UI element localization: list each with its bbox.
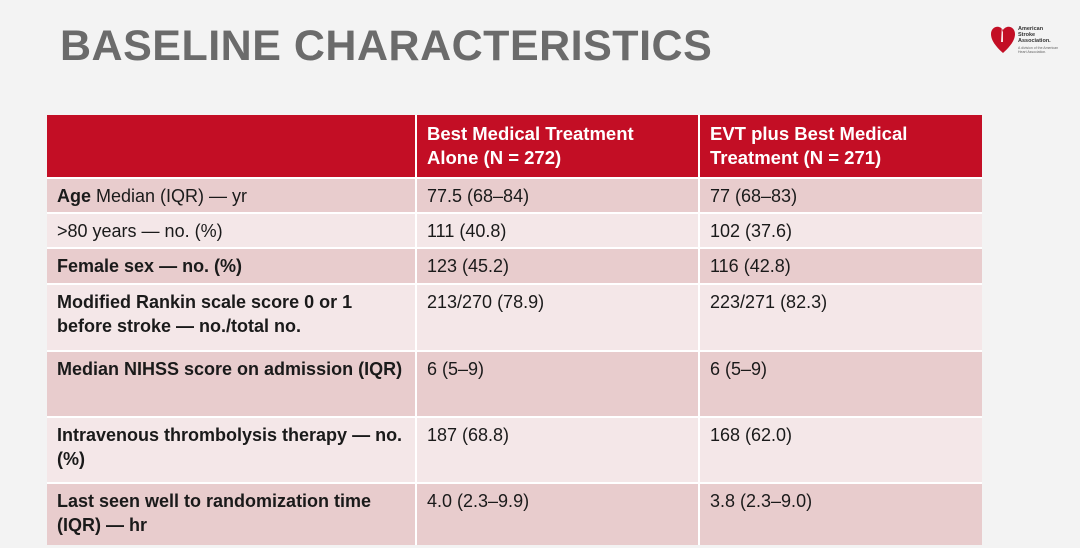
cell-evt-plus: 3.8 (2.3–9.0) bbox=[699, 482, 982, 545]
row-label: Female sex — no. (%) bbox=[47, 247, 417, 284]
row-label: Median NIHSS score on admission (IQR) bbox=[47, 350, 417, 417]
cell-best-medical: 111 (40.8) bbox=[416, 212, 700, 248]
cell-evt-plus: 77 (68–83) bbox=[699, 177, 982, 213]
table-row: >80 years — no. (%) 111 (40.8) 102 (37.6… bbox=[47, 212, 982, 248]
table-row: Age Median (IQR) — yr 77.5 (68–84) 77 (6… bbox=[47, 177, 982, 213]
cell-best-medical: 123 (45.2) bbox=[416, 247, 700, 284]
cell-evt-plus: 102 (37.6) bbox=[699, 212, 982, 248]
baseline-characteristics-table: Best Medical Treatment Alone (N = 272) E… bbox=[47, 115, 982, 545]
cell-evt-plus: 223/271 (82.3) bbox=[699, 283, 982, 351]
row-label: Modified Rankin scale score 0 or 1 befor… bbox=[47, 283, 417, 351]
row-label: Age Median (IQR) — yr bbox=[47, 177, 417, 213]
cell-best-medical: 187 (68.8) bbox=[416, 416, 700, 483]
logo-wordmark: American Stroke Association. bbox=[1018, 26, 1051, 44]
row-label: >80 years — no. (%) bbox=[47, 212, 417, 248]
cell-best-medical: 77.5 (68–84) bbox=[416, 177, 700, 213]
table-row: Median NIHSS score on admission (IQR) 6 … bbox=[47, 350, 982, 417]
slide-title: BASELINE CHARACTERISTICS bbox=[60, 22, 713, 70]
logo-subtitle: A division of the American Heart Associa… bbox=[1018, 46, 1059, 54]
table-row: Last seen well to randomization time (IQ… bbox=[47, 482, 982, 545]
header-evt-plus-best-medical: EVT plus Best Medical Treatment (N = 271… bbox=[699, 115, 982, 178]
cell-evt-plus: 116 (42.8) bbox=[699, 247, 982, 284]
american-stroke-association-logo: American Stroke Association. A division … bbox=[990, 22, 1060, 58]
heart-torch-icon bbox=[991, 24, 1015, 53]
table-row: Female sex — no. (%) 123 (45.2) 116 (42.… bbox=[47, 247, 982, 284]
table-header-row: Best Medical Treatment Alone (N = 272) E… bbox=[47, 115, 982, 178]
cell-best-medical: 4.0 (2.3–9.9) bbox=[416, 482, 700, 545]
row-label: Last seen well to randomization time (IQ… bbox=[47, 482, 417, 545]
row-label: Intravenous thrombolysis therapy — no. (… bbox=[47, 416, 417, 483]
cell-best-medical: 6 (5–9) bbox=[416, 350, 700, 417]
table-row: Modified Rankin scale score 0 or 1 befor… bbox=[47, 283, 982, 351]
cell-evt-plus: 6 (5–9) bbox=[699, 350, 982, 417]
header-best-medical-treatment: Best Medical Treatment Alone (N = 272) bbox=[416, 115, 700, 178]
table-row: Intravenous thrombolysis therapy — no. (… bbox=[47, 416, 982, 483]
header-characteristic bbox=[47, 115, 417, 178]
cell-evt-plus: 168 (62.0) bbox=[699, 416, 982, 483]
cell-best-medical: 213/270 (78.9) bbox=[416, 283, 700, 351]
